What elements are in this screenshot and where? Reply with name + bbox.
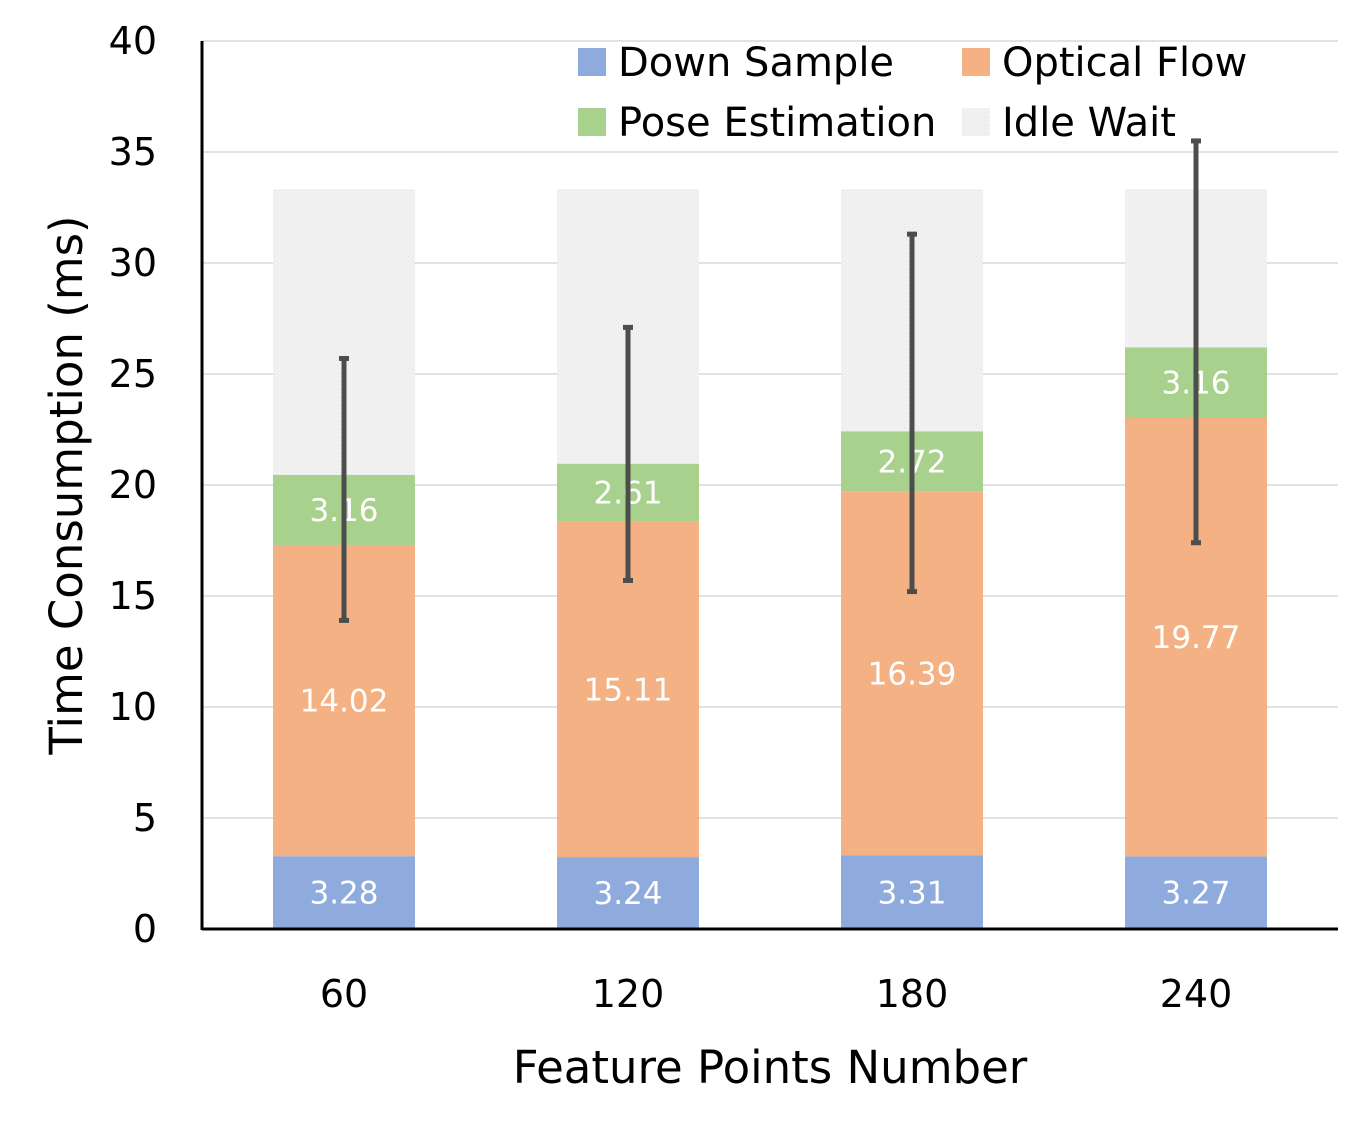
y-tick-label: 40 (109, 19, 157, 63)
legend-label: Down Sample (618, 40, 894, 86)
data-label: 3.24 (593, 876, 662, 912)
data-label: 19.77 (1152, 620, 1241, 656)
legend-label: Idle Wait (1002, 100, 1176, 146)
bar-segment-down-sample (273, 856, 415, 929)
legend: Down Sample Optical Flow Pose Estimation Id… (578, 40, 1247, 146)
data-label: 3.27 (1161, 876, 1230, 912)
data-label: 3.28 (309, 876, 378, 912)
x-axis-title: Feature Points Number (513, 1041, 1028, 1094)
y-tick-label: 30 (109, 241, 157, 285)
legend-swatch (962, 48, 990, 76)
error-bars (339, 138, 1201, 623)
y-tick-label: 20 (109, 463, 157, 507)
y-tick-label: 15 (109, 574, 157, 618)
x-tick-label: 240 (1160, 972, 1233, 1016)
x-tick-label: 120 (592, 972, 665, 1016)
x-tick-label: 180 (876, 972, 949, 1016)
data-labels: 3.2814.023.163.2415.112.613.3116.392.723… (300, 365, 1241, 912)
legend-swatch (962, 108, 990, 136)
bars (273, 189, 1267, 929)
y-axis-title: Time Consumption (ms) (40, 215, 93, 755)
bar-segment-down-sample (841, 855, 983, 929)
y-tick-label: 0 (133, 907, 157, 951)
x-tick-label: 60 (320, 972, 368, 1016)
legend-label: Optical Flow (1002, 40, 1247, 86)
y-tick-label: 10 (109, 685, 157, 729)
data-label: 16.39 (868, 657, 957, 693)
legend-label: Pose Estimation (618, 100, 936, 146)
data-label: 14.02 (300, 684, 389, 720)
y-tick-label: 25 (109, 352, 157, 396)
y-tick-label: 35 (109, 130, 157, 174)
bar-segment-down-sample (557, 857, 699, 929)
y-tick-label: 5 (133, 796, 157, 840)
legend-swatch (578, 108, 606, 136)
bar-segment-down-sample (1125, 856, 1267, 929)
legend-swatch (578, 48, 606, 76)
data-label: 3.31 (877, 875, 946, 911)
axes: 0 5 10 15 20 25 30 35 40 60 120 180 240 (109, 19, 1338, 1016)
data-label: 15.11 (584, 672, 673, 708)
